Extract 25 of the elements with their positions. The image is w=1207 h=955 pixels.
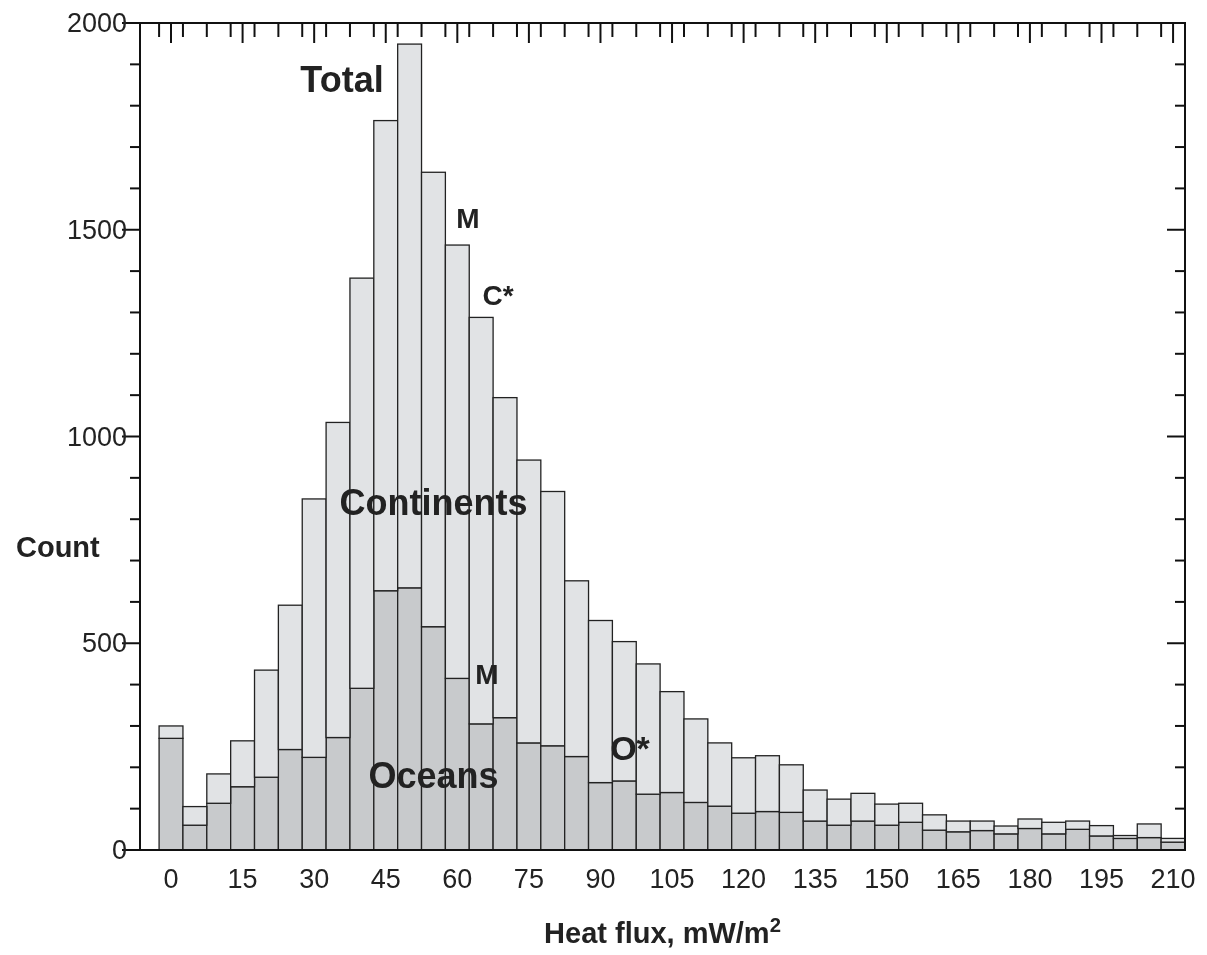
x-tick-label: 75 [513,864,544,894]
x-tick-label: 150 [864,864,910,894]
annotation: Total [300,59,384,100]
y-tick-label: 1000 [66,421,127,452]
x-tick-label: 45 [370,864,401,894]
y-tick-label: 0 [111,835,127,865]
y-tick-label: 2000 [66,8,127,38]
x-tick-label: 135 [792,864,838,894]
x-tick-label: 165 [935,864,981,894]
x-tick-label: 105 [649,864,695,894]
x-tick-label: 195 [1078,864,1125,894]
annotation: M [456,203,480,234]
x-tick-label: 30 [299,864,330,894]
x-tick-label: 60 [442,864,473,894]
y-tick-label: 1500 [66,214,127,245]
x-tick-label: 15 [227,864,258,894]
x-axis-title: Heat flux, mW/m$^{2}$ [544,914,781,949]
x-tick-label: 0 [163,864,179,894]
y-axis-title: Count [16,530,101,563]
x-tick-label: 210 [1150,864,1196,894]
x-tick-label: 180 [1007,864,1053,894]
annotation: C* [482,280,514,311]
y-tick-label: 500 [81,628,127,659]
x-tick-label: 90 [585,864,616,894]
x-tick-label: 120 [721,864,767,894]
